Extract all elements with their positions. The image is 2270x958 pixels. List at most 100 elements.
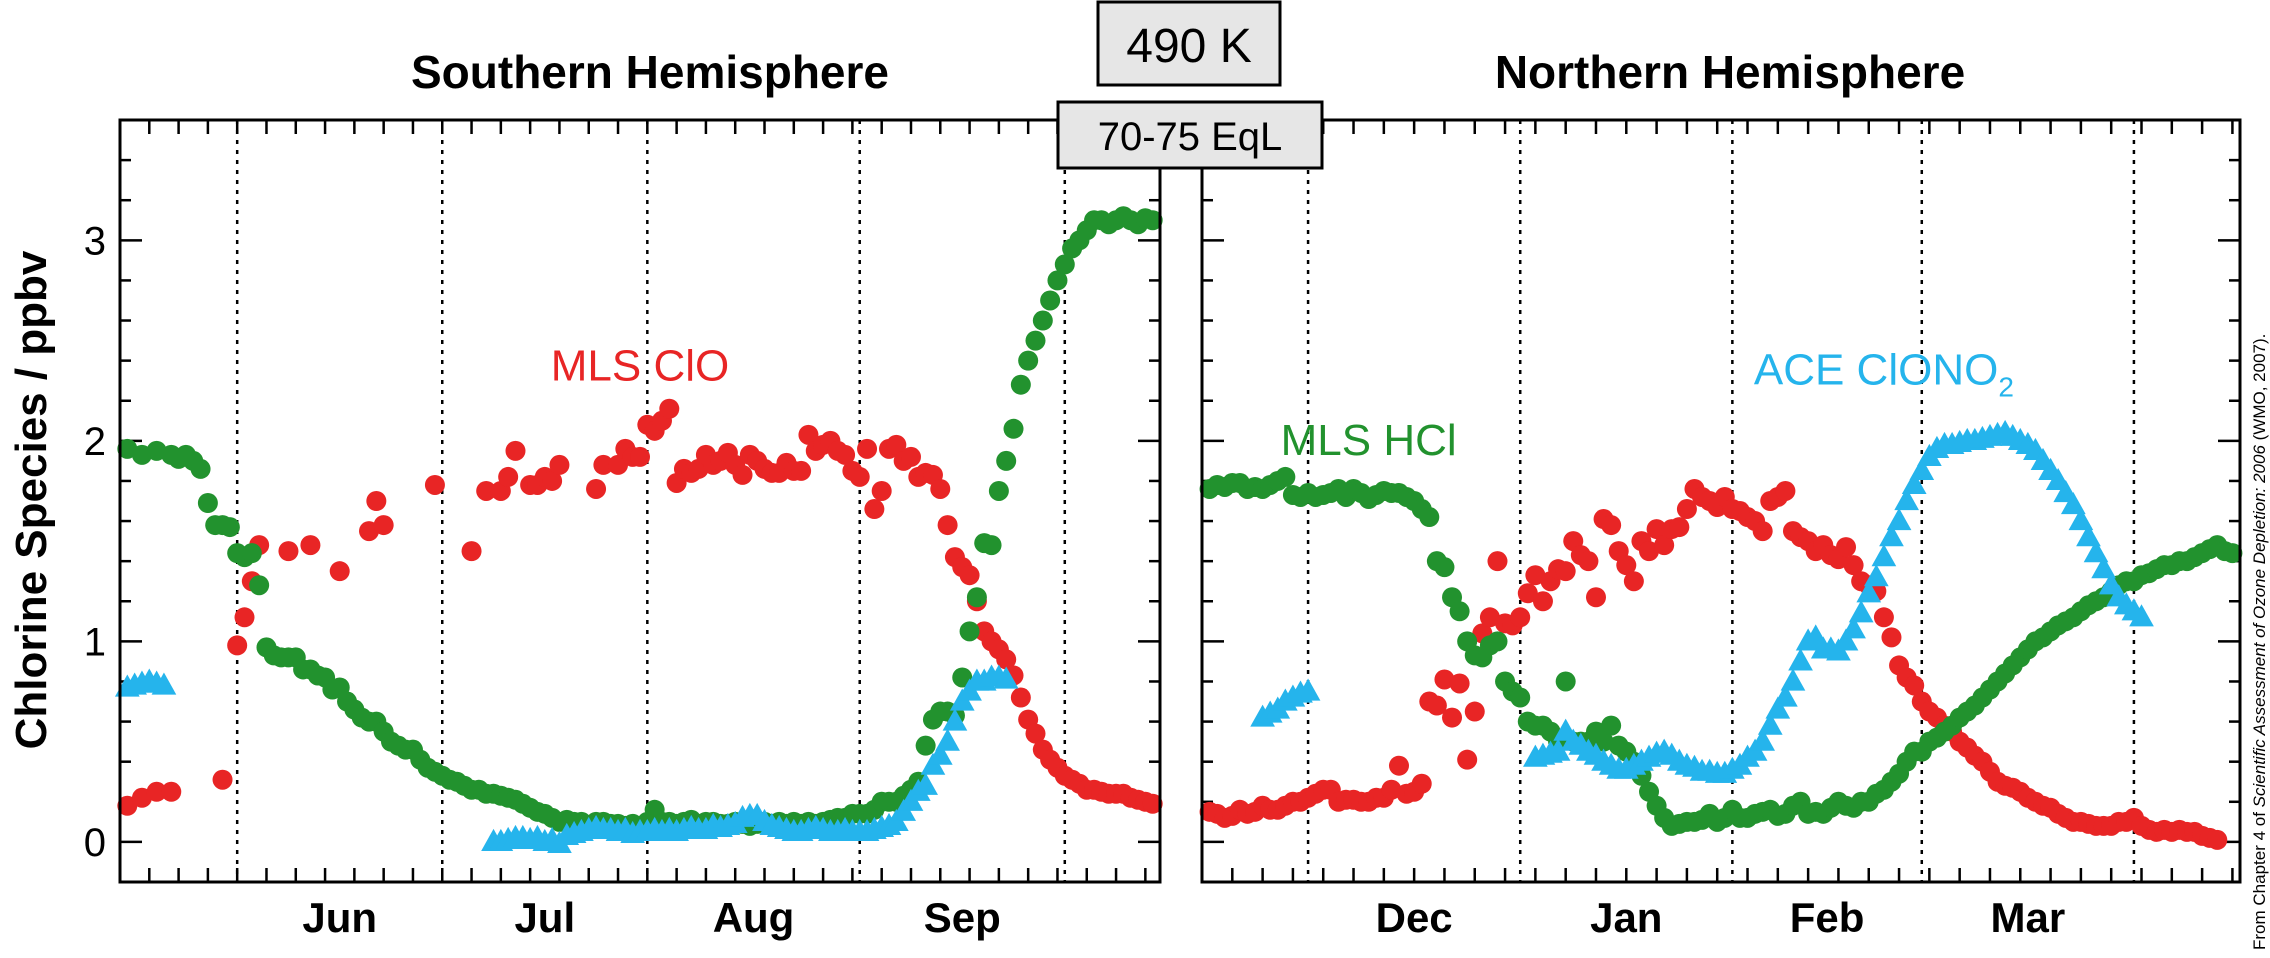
- data-point: [1773, 684, 1798, 707]
- data-point: [900, 446, 921, 467]
- y-tick-label: 3: [84, 219, 106, 263]
- data-point: [373, 515, 394, 536]
- level-label: 490 K: [1126, 20, 1251, 73]
- series-label: MLS HCl: [1281, 416, 1457, 465]
- data-point: [1047, 270, 1068, 291]
- data-point: [586, 478, 607, 499]
- data-point: [1479, 607, 1500, 628]
- data-point: [959, 621, 980, 642]
- data-point: [1487, 551, 1508, 572]
- month-label: Jan: [1590, 894, 1662, 941]
- data-point: [234, 607, 255, 628]
- data-point: [190, 458, 211, 479]
- data-point: [966, 587, 987, 608]
- data-point: [593, 454, 614, 475]
- data-point: [227, 635, 248, 656]
- southern-frame: [118, 118, 1162, 884]
- data-point: [1054, 254, 1075, 275]
- data-point: [241, 543, 262, 564]
- data-point: [498, 466, 519, 487]
- month-label: Dec: [1376, 894, 1453, 941]
- data-point: [329, 561, 350, 582]
- month-label: Sep: [924, 894, 1001, 941]
- data-point: [864, 499, 885, 520]
- data-point: [1003, 418, 1024, 439]
- data-point: [1545, 738, 1571, 761]
- data-point: [732, 464, 753, 485]
- data-point: [549, 454, 570, 475]
- data-point: [1040, 290, 1061, 311]
- data-point: [1578, 551, 1599, 572]
- data-point: [197, 493, 218, 514]
- data-point: [2207, 829, 2228, 850]
- data-point: [886, 434, 907, 455]
- data-point: [1676, 499, 1697, 520]
- y-tick-label: 0: [84, 821, 106, 865]
- data-point: [117, 795, 138, 816]
- data-point: [1381, 779, 1402, 800]
- data-point: [1434, 557, 1455, 578]
- data-point: [1442, 707, 1463, 728]
- data-point: [1449, 601, 1470, 622]
- data-point: [2083, 540, 2109, 563]
- data-point: [1623, 571, 1644, 592]
- data-point: [2129, 604, 2154, 627]
- data-point: [608, 454, 629, 475]
- month-label: Feb: [1790, 894, 1865, 941]
- data-point: [1836, 537, 1857, 558]
- data-point: [981, 535, 1002, 556]
- data-point: [1856, 580, 1882, 603]
- data-point: [1025, 330, 1046, 351]
- data-point: [835, 444, 856, 465]
- data-point: [505, 440, 526, 461]
- month-label: Jul: [514, 894, 575, 941]
- eql-box: 70-75 EqL: [1056, 100, 1324, 170]
- data-point: [219, 517, 240, 538]
- northern-frame: [1200, 118, 2242, 884]
- data-point: [791, 460, 812, 481]
- data-point: [1275, 466, 1296, 487]
- data-point: [913, 772, 938, 795]
- month-label: Jun: [302, 894, 377, 941]
- credit-prefix: From Chapter 4 of: [2250, 807, 2269, 950]
- data-point: [1901, 471, 1927, 495]
- ace-clono2-series: [1250, 419, 2154, 783]
- data-point: [212, 769, 233, 790]
- data-point: [935, 728, 960, 751]
- data-point: [1025, 723, 1046, 744]
- data-point: [1873, 607, 1894, 628]
- northern-title: Northern Hemisphere: [1495, 46, 1965, 98]
- data-point: [1464, 701, 1485, 722]
- data-point: [915, 735, 936, 756]
- eql-label: 70-75 EqL: [1098, 115, 1283, 159]
- data-point: [857, 438, 878, 459]
- data-point: [630, 446, 650, 467]
- data-point: [2068, 508, 2094, 531]
- series-label: MLS ClO: [551, 342, 729, 391]
- data-point: [993, 666, 1019, 689]
- data-point: [1142, 793, 1163, 814]
- month-label: Aug: [713, 894, 795, 941]
- data-point: [476, 480, 497, 501]
- data-point: [1616, 555, 1637, 576]
- data-point: [849, 466, 870, 487]
- data-point: [1487, 631, 1508, 652]
- data-point: [1142, 210, 1163, 231]
- data-point: [1510, 607, 1531, 628]
- data-point: [1909, 457, 1935, 481]
- data-point: [161, 781, 182, 802]
- data-point: [937, 515, 958, 536]
- southern-title: Southern Hemisphere: [411, 46, 889, 98]
- data-point: [2091, 556, 2116, 579]
- data-point: [1517, 583, 1538, 604]
- data-point: [1843, 555, 1864, 576]
- data-point: [1788, 648, 1813, 671]
- month-label: Mar: [1991, 894, 2066, 941]
- data-point: [871, 480, 892, 501]
- data-point: [1879, 524, 1904, 547]
- data-point: [1765, 696, 1791, 719]
- y-axis-label: Chlorine Species / ppbv: [7, 250, 56, 749]
- data-point: [927, 742, 953, 765]
- data-point: [1752, 521, 1773, 542]
- data-point: [1555, 671, 1576, 692]
